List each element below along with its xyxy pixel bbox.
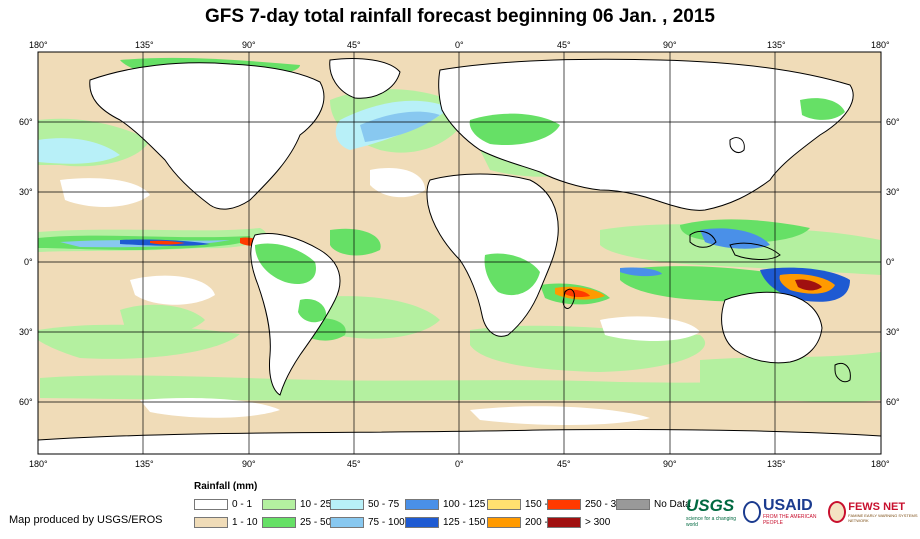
legend-swatch xyxy=(262,498,296,510)
lon-tick-top: 180° xyxy=(29,40,48,50)
lon-tick-bottom: 45° xyxy=(557,459,571,469)
legend-swatch xyxy=(405,516,439,528)
rainfall-map xyxy=(37,51,882,455)
fews-tagline: FAMINE EARLY WARNING SYSTEMS NETWORK xyxy=(848,513,918,523)
legend-label: 200 - 250 xyxy=(525,516,567,528)
logo-bar: USGS science for a changing world USAID … xyxy=(686,496,920,528)
lon-tick-bottom: 45° xyxy=(347,459,361,469)
legend-swatch xyxy=(194,516,228,528)
lat-tick-right: 60° xyxy=(886,397,900,407)
legend-item: 1 - 10 xyxy=(194,516,258,528)
lon-tick-top: 135° xyxy=(767,40,786,50)
lon-tick-top: 90° xyxy=(663,40,677,50)
legend-swatch xyxy=(547,516,581,528)
lon-tick-bottom: 135° xyxy=(767,459,786,469)
lon-tick-top: 45° xyxy=(557,40,571,50)
lon-tick-top: 90° xyxy=(242,40,256,50)
lat-tick-left: 30° xyxy=(19,327,33,337)
coastlines xyxy=(37,58,882,441)
lon-tick-top: 135° xyxy=(135,40,154,50)
usaid-seal-icon xyxy=(742,501,761,523)
lat-tick-left: 60° xyxy=(19,117,33,127)
legend-item: 10 - 25 xyxy=(262,498,331,510)
legend-item: 25 - 50 xyxy=(262,516,331,528)
fews-logo-block: FEWS NET FAMINE EARLY WARNING SYSTEMS NE… xyxy=(848,501,920,523)
legend-item: No Data xyxy=(616,498,691,510)
legend-label: 1 - 10 xyxy=(232,516,258,528)
legend-swatch xyxy=(487,516,521,528)
land-rain xyxy=(255,98,845,323)
legend-label: 25 - 50 xyxy=(300,516,332,528)
graticule xyxy=(38,52,881,454)
lat-tick-right: 0° xyxy=(886,257,895,267)
legend-label: 250 - 300 xyxy=(585,498,628,510)
legend-item: > 300 xyxy=(547,516,610,528)
usaid-tagline: FROM THE AMERICAN PEOPLE xyxy=(762,514,817,526)
legend-swatch xyxy=(405,498,439,510)
lon-tick-bottom: 180° xyxy=(29,459,48,469)
usaid-logo: USAID FROM THE AMERICAN PEOPLE xyxy=(742,497,822,527)
lat-tick-right: 30° xyxy=(886,187,900,197)
lon-tick-bottom: 180° xyxy=(871,459,890,469)
legend-item: 50 - 75 xyxy=(330,498,399,510)
lon-tick-bottom: 0° xyxy=(455,459,464,469)
credit-text: Map produced by USGS/EROS xyxy=(9,514,163,526)
lat-tick-right: 30° xyxy=(886,327,900,337)
legend-label: 10 - 25 xyxy=(300,498,332,510)
fews-seal-icon xyxy=(828,501,847,523)
lon-tick-bottom: 90° xyxy=(663,459,677,469)
legend-label: 75 - 100 xyxy=(368,516,405,528)
legend-item: 150 - 200 xyxy=(487,498,567,510)
legend-item: 75 - 100 xyxy=(330,516,405,528)
legend-title: Rainfall (mm) xyxy=(194,481,258,492)
lat-tick-right: 60° xyxy=(886,117,900,127)
usgs-logo: USGS science for a changing world xyxy=(686,496,737,528)
legend-swatch xyxy=(194,498,228,510)
usgs-logo-text: USGS xyxy=(686,496,735,515)
legend-swatch xyxy=(487,498,521,510)
lon-tick-bottom: 90° xyxy=(242,459,256,469)
lon-tick-top: 180° xyxy=(871,40,890,50)
map-title: GFS 7-day total rainfall forecast beginn… xyxy=(205,6,715,27)
lon-tick-top: 45° xyxy=(347,40,361,50)
usaid-logo-block: USAID FROM THE AMERICAN PEOPLE xyxy=(762,497,822,527)
legend-label: 0 - 1 xyxy=(232,498,253,510)
map-frame xyxy=(37,51,882,455)
lon-tick-top: 0° xyxy=(455,40,464,50)
legend-label: No Data xyxy=(654,498,691,510)
lat-tick-left: 60° xyxy=(19,397,33,407)
lat-tick-left: 30° xyxy=(19,187,33,197)
legend-swatch xyxy=(616,498,650,510)
legend-swatch xyxy=(330,516,364,528)
legend-item: 100 - 125 xyxy=(405,498,485,510)
legend-item: 200 - 250 xyxy=(487,516,567,528)
usgs-tagline: science for a changing world xyxy=(686,516,737,528)
lon-tick-bottom: 135° xyxy=(135,459,154,469)
fews-net-logo: FEWS NET FAMINE EARLY WARNING SYSTEMS NE… xyxy=(828,501,920,523)
legend-swatch xyxy=(330,498,364,510)
usaid-logo-text: USAID xyxy=(762,497,813,514)
legend-item: 125 - 150 xyxy=(405,516,485,528)
legend-swatch xyxy=(547,498,581,510)
legend-item: 250 - 300 xyxy=(547,498,627,510)
legend-item: 0 - 1 xyxy=(194,498,252,510)
legend-label: 50 - 75 xyxy=(368,498,400,510)
legend-label: > 300 xyxy=(585,516,611,528)
legend-label: 150 - 200 xyxy=(525,498,567,510)
legend-label: 125 - 150 xyxy=(443,516,486,528)
lat-tick-left: 0° xyxy=(24,257,33,267)
legend-label: 100 - 125 xyxy=(443,498,486,510)
fews-logo-text: FEWS NET xyxy=(848,501,906,513)
legend-swatch xyxy=(262,516,296,528)
